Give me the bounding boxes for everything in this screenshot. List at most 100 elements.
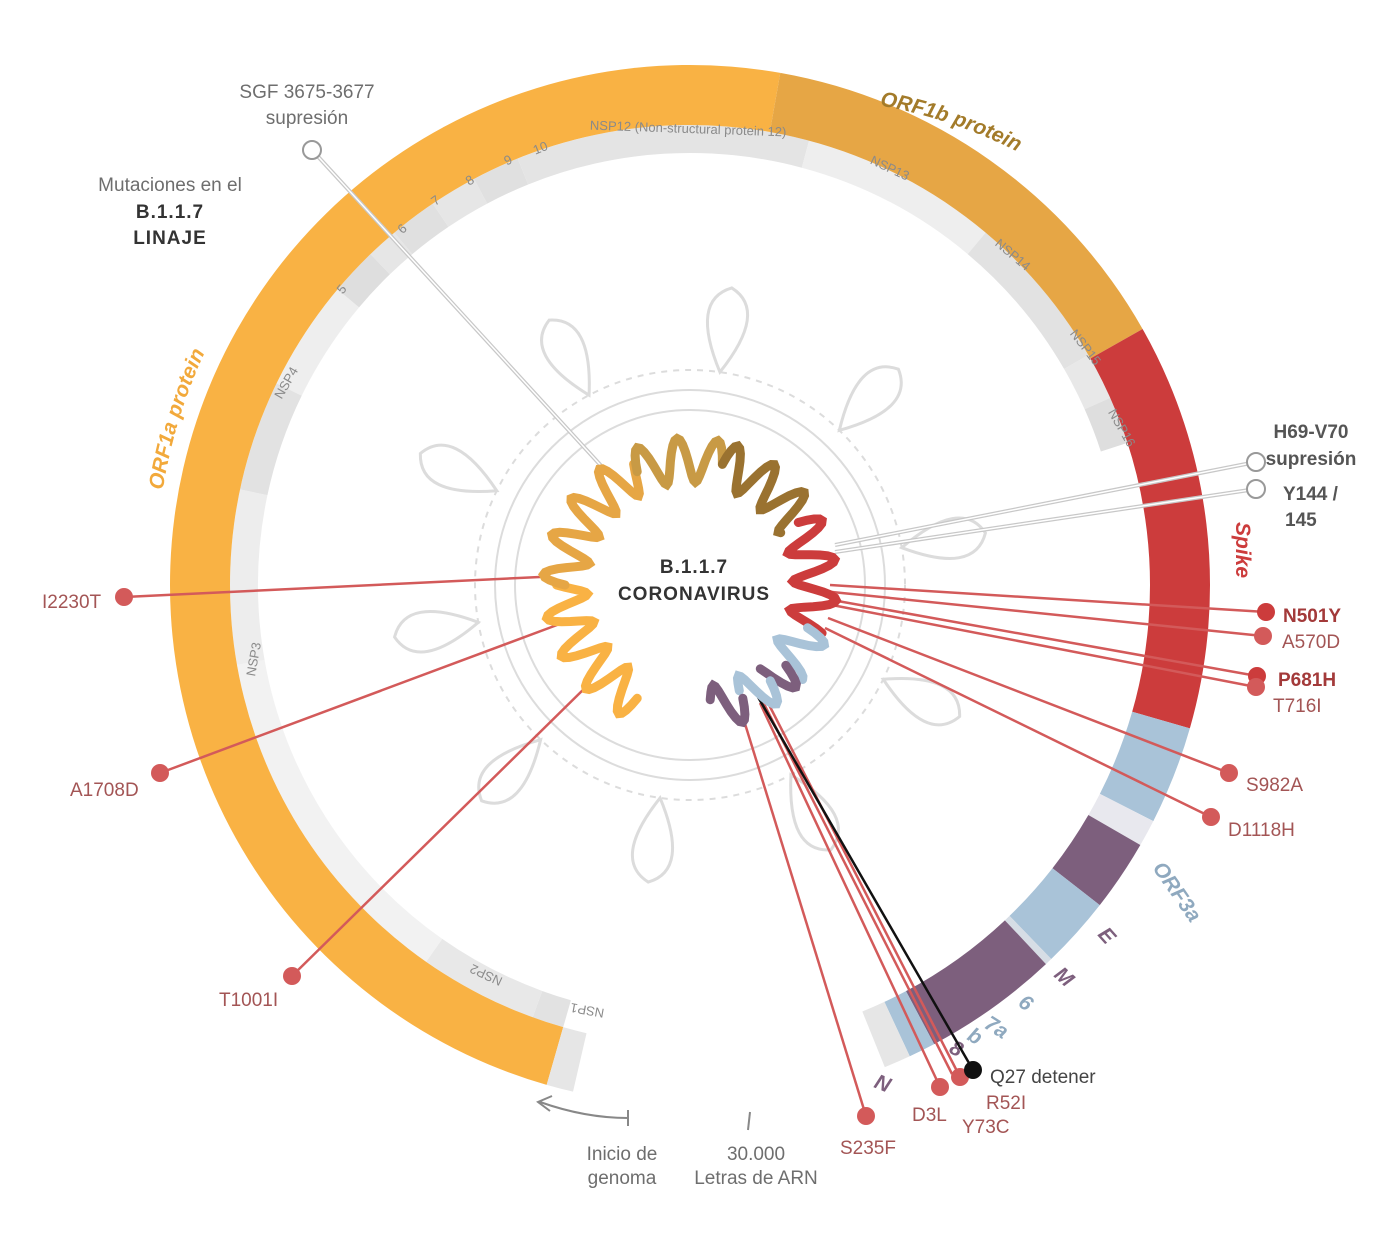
spike-outline xyxy=(477,737,543,805)
d1118h-line xyxy=(824,626,1212,819)
s982a-label: S982A xyxy=(1246,775,1303,796)
n-label: N xyxy=(871,1070,894,1097)
m-segment xyxy=(1052,815,1141,906)
center-title-line1: B.1.1.7 xyxy=(660,557,728,578)
r52i-label: R52I xyxy=(986,1093,1026,1114)
m-label: M xyxy=(1050,963,1079,992)
nsp16-seg xyxy=(1084,397,1128,452)
end-label-line2: Letras de ARN xyxy=(694,1168,818,1189)
i2230t-line xyxy=(123,575,541,599)
h69-line-inner xyxy=(834,461,1257,546)
mutation-dots xyxy=(115,140,1275,1125)
q27-dot xyxy=(964,1061,982,1079)
nsp3-seg-b xyxy=(230,489,268,665)
p681h-line xyxy=(831,598,1258,678)
genome-ring xyxy=(169,65,1210,1092)
virus-illustration xyxy=(474,369,906,801)
a1708d-line xyxy=(159,620,566,775)
n501y-line xyxy=(829,583,1267,614)
orf6-7-segment xyxy=(1009,868,1100,960)
coil-segment xyxy=(541,580,642,719)
sgf-label-line2: supresión xyxy=(266,108,348,129)
orf1b-segment xyxy=(769,72,1143,359)
n501y-label: N501Y xyxy=(1283,606,1341,627)
h69-label-line2: supresión xyxy=(1266,449,1357,470)
y144-line-inner xyxy=(834,488,1257,553)
nsp9-seg xyxy=(432,178,488,227)
coil-segment xyxy=(755,660,801,693)
t716i-label: T716I xyxy=(1273,696,1322,717)
sgf-line-inner xyxy=(311,149,606,471)
nsp8-seg xyxy=(394,203,449,255)
mutation-lines xyxy=(123,148,1267,1117)
s235f-line xyxy=(740,713,868,1117)
a1708d-dot xyxy=(151,764,169,782)
nsp10-seg xyxy=(474,158,529,204)
nsp6-seg xyxy=(337,254,390,308)
t1001i-dot xyxy=(283,967,301,985)
nsp1-label: NSP1 xyxy=(569,1000,605,1021)
a570d-line xyxy=(831,590,1264,638)
h69-label-line1: H69-V70 xyxy=(1274,422,1349,443)
coil-segment xyxy=(772,623,830,684)
start-label-line2: genoma xyxy=(588,1168,657,1189)
i2230t-label: I2230T xyxy=(42,592,102,613)
n501y-dot xyxy=(1257,603,1275,621)
a570d-label: A570D xyxy=(1282,632,1340,653)
y144-marker xyxy=(1246,479,1266,499)
legend-line2: B.1.1.7 xyxy=(136,202,204,223)
nsp-ring xyxy=(230,125,1128,1028)
nsp7-seg xyxy=(370,232,413,275)
coil-segment xyxy=(705,679,750,728)
s235f-dot xyxy=(857,1107,875,1125)
genome-start-arrow xyxy=(536,1095,629,1126)
y144-label-line1: Y144 / xyxy=(1283,484,1339,505)
d3l-label: D3L xyxy=(912,1105,947,1126)
spike-outline xyxy=(837,365,903,433)
s235f-label: S235F xyxy=(840,1138,896,1159)
coil-segment xyxy=(782,514,842,638)
nsp4-seg xyxy=(240,383,302,496)
h69-marker xyxy=(1246,452,1266,472)
nsp12-label: NSP12 (Non-structural protein 12) xyxy=(590,118,787,140)
nsp5-seg xyxy=(276,289,360,396)
y73c-line xyxy=(760,699,954,1075)
spike-outline xyxy=(392,610,482,654)
e-segment xyxy=(1088,793,1154,845)
nsp10-label: 10 xyxy=(531,138,550,157)
e-label: E xyxy=(1093,923,1120,950)
spike-outline xyxy=(418,443,500,493)
spike-outline xyxy=(630,794,674,884)
nsp3-label: NSP3 xyxy=(243,641,264,677)
coil-segment xyxy=(630,433,727,491)
t716i-dot xyxy=(1247,678,1265,696)
spike-outline xyxy=(880,677,962,727)
nsp2-seg xyxy=(426,938,543,1018)
t716i-line xyxy=(831,603,1257,689)
rna-coil xyxy=(538,433,842,728)
orf6-label: 6 xyxy=(1014,990,1037,1016)
center-title-line2: CORONAVIRUS xyxy=(618,584,770,605)
s982a-dot xyxy=(1220,764,1238,782)
start-cap xyxy=(546,1027,587,1092)
s982a-line xyxy=(827,616,1230,775)
q27-line xyxy=(756,696,975,1071)
end-cap xyxy=(862,1001,910,1068)
d3l-line xyxy=(758,702,942,1088)
spike-label: Spike xyxy=(1231,522,1254,578)
y144-label-line2: 145 xyxy=(1285,510,1317,531)
nsp12-seg xyxy=(517,125,810,185)
a570d-dot xyxy=(1254,627,1272,645)
legend-line1: Mutaciones en el xyxy=(98,175,242,196)
coil-segment xyxy=(717,440,810,538)
spike-outline xyxy=(789,772,840,852)
a1708d-label: A1708D xyxy=(70,780,139,801)
orf7a-label: 7a xyxy=(980,1012,1012,1044)
sgf-label-line1: SGF 3675-3677 xyxy=(239,82,374,103)
sgf-marker xyxy=(302,140,322,160)
orf3a-segment xyxy=(1099,711,1190,822)
d1118h-label: D1118H xyxy=(1228,820,1295,841)
nsp14-seg xyxy=(967,232,1089,369)
spike-segment xyxy=(1090,328,1210,729)
